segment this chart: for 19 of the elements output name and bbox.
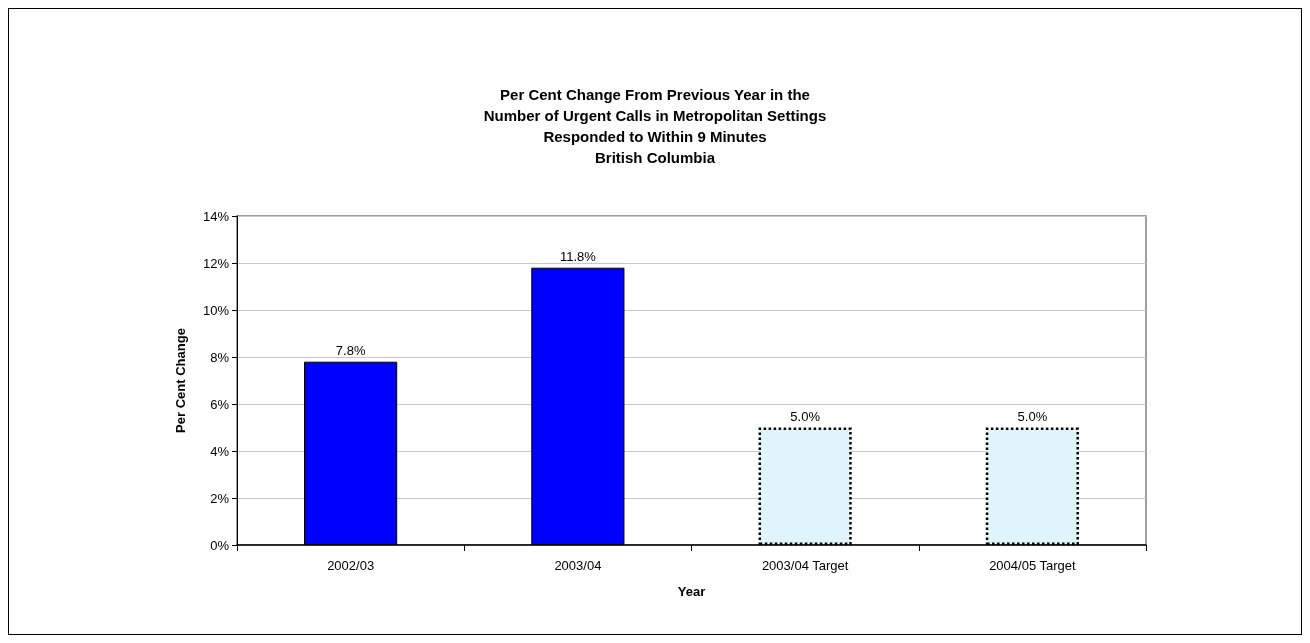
y-tick-label: 0%: [210, 537, 230, 553]
y-tick-label: 4%: [210, 443, 230, 459]
y-tick-label: 8%: [210, 349, 230, 365]
y-tick-label: 12%: [202, 255, 230, 271]
data-label: 7.8%: [335, 342, 366, 358]
x-axis-title: Year: [677, 584, 706, 599]
data-label: 11.8%: [559, 248, 597, 264]
y-tick-label: 2%: [210, 490, 230, 506]
y-tick-label: 6%: [210, 396, 230, 412]
x-tick-label: 2004/05 Target: [989, 558, 1077, 573]
y-tick-label: 10%: [202, 302, 230, 318]
x-tick-label: 2003/04: [554, 558, 602, 573]
x-tick-label: 2002/03: [327, 558, 375, 573]
y-tick-label: 14%: [202, 208, 230, 224]
x-tick-label: 2003/04 Target: [761, 558, 849, 573]
data-label: 5.0%: [790, 408, 821, 424]
data-label: 5.0%: [1017, 408, 1048, 424]
chart-title: Per Cent Change From Previous Year in the Number of Urgent Calls in Metropolitan Settings Responded to Within 9 Minutes British Columbia: [483, 86, 827, 166]
y-axis-title: Per Cent Change: [173, 328, 188, 433]
